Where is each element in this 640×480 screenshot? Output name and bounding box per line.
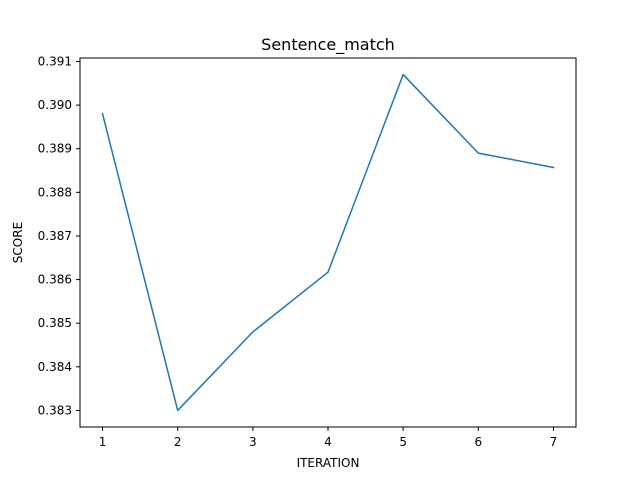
y-tick-label: 0.386 (38, 273, 72, 287)
y-tick-label: 0.384 (38, 360, 72, 374)
chart-title: Sentence_match (261, 35, 395, 55)
y-tick-label: 0.391 (38, 54, 72, 68)
y-tick-label: 0.390 (38, 98, 72, 112)
x-tick-label: 3 (249, 435, 257, 449)
x-tick-label: 5 (399, 435, 407, 449)
y-axis-label: SCORE (11, 222, 25, 263)
y-tick-label: 0.383 (38, 403, 72, 417)
y-tick-label: 0.387 (38, 229, 72, 243)
x-tick-label: 2 (174, 435, 182, 449)
y-tick-label: 0.388 (38, 185, 72, 199)
x-tick-label: 6 (474, 435, 482, 449)
x-tick-label: 4 (324, 435, 332, 449)
y-tick-label: 0.389 (38, 142, 72, 156)
plot-series (101, 73, 555, 412)
y-axis-ticks: 0.383 0.384 0.385 0.386 0.387 0.388 0.389 0.390… (38, 54, 80, 417)
x-tick-label: 1 (99, 435, 107, 449)
x-axis-label: ITERATION (297, 456, 360, 470)
plot-frame (79, 57, 577, 428)
y-tick-label: 0.385 (38, 316, 72, 330)
series-line (101, 73, 555, 412)
x-axis-ticks: 1 2 3 4 5 6 7 (99, 427, 558, 449)
x-tick-label: 7 (550, 435, 558, 449)
